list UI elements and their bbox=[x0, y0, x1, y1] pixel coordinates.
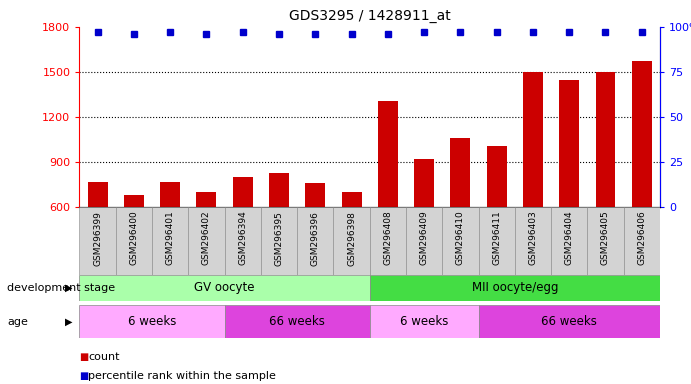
Bar bbox=[414, 159, 434, 207]
Bar bbox=[451, 138, 471, 207]
Bar bbox=[269, 173, 289, 207]
Bar bbox=[551, 207, 587, 275]
Bar bbox=[305, 183, 325, 207]
Bar bbox=[478, 207, 515, 275]
Text: ■: ■ bbox=[79, 371, 88, 381]
Text: GSM296399: GSM296399 bbox=[93, 211, 102, 266]
Bar bbox=[486, 146, 507, 207]
Text: age: age bbox=[7, 316, 28, 327]
Bar bbox=[370, 305, 478, 338]
Bar bbox=[225, 207, 261, 275]
Bar bbox=[152, 207, 188, 275]
Text: GSM296398: GSM296398 bbox=[347, 211, 356, 266]
Text: GSM296401: GSM296401 bbox=[166, 211, 175, 265]
Text: GSM296394: GSM296394 bbox=[238, 211, 247, 265]
Bar bbox=[442, 207, 478, 275]
Bar bbox=[378, 101, 398, 207]
Text: 6 weeks: 6 weeks bbox=[400, 315, 448, 328]
Text: GV oocyte: GV oocyte bbox=[194, 281, 255, 295]
Bar bbox=[233, 177, 253, 207]
Bar bbox=[124, 195, 144, 207]
Bar bbox=[196, 192, 216, 207]
Text: GSM296403: GSM296403 bbox=[529, 211, 538, 265]
Bar bbox=[79, 207, 116, 275]
Bar bbox=[406, 207, 442, 275]
Text: GSM296410: GSM296410 bbox=[456, 211, 465, 265]
Bar bbox=[523, 72, 543, 207]
Text: GSM296402: GSM296402 bbox=[202, 211, 211, 265]
Text: GSM296395: GSM296395 bbox=[274, 211, 283, 266]
Text: GSM296400: GSM296400 bbox=[129, 211, 138, 265]
Bar bbox=[225, 305, 370, 338]
Text: percentile rank within the sample: percentile rank within the sample bbox=[88, 371, 276, 381]
Bar bbox=[261, 207, 297, 275]
Bar bbox=[297, 207, 333, 275]
Text: 66 weeks: 66 weeks bbox=[541, 315, 597, 328]
Title: GDS3295 / 1428911_at: GDS3295 / 1428911_at bbox=[289, 9, 451, 23]
Text: GSM296396: GSM296396 bbox=[311, 211, 320, 266]
Bar bbox=[370, 275, 660, 301]
Bar bbox=[188, 207, 225, 275]
Text: 66 weeks: 66 weeks bbox=[269, 315, 325, 328]
Bar bbox=[116, 207, 152, 275]
Text: ■: ■ bbox=[79, 352, 88, 362]
Bar bbox=[623, 207, 660, 275]
Text: GSM296409: GSM296409 bbox=[419, 211, 428, 265]
Bar bbox=[333, 207, 370, 275]
Bar bbox=[478, 305, 660, 338]
Bar bbox=[341, 192, 361, 207]
Text: GSM296405: GSM296405 bbox=[601, 211, 610, 265]
Text: MII oocyte/egg: MII oocyte/egg bbox=[471, 281, 558, 295]
Bar bbox=[370, 207, 406, 275]
Text: development stage: development stage bbox=[7, 283, 115, 293]
Text: ▶: ▶ bbox=[65, 283, 73, 293]
Bar bbox=[632, 61, 652, 207]
Text: 6 weeks: 6 weeks bbox=[128, 315, 176, 328]
Bar bbox=[79, 275, 370, 301]
Bar bbox=[160, 182, 180, 207]
Text: GSM296411: GSM296411 bbox=[492, 211, 501, 265]
Bar bbox=[587, 207, 623, 275]
Bar bbox=[559, 79, 579, 207]
Text: GSM296408: GSM296408 bbox=[384, 211, 392, 265]
Text: count: count bbox=[88, 352, 120, 362]
Bar bbox=[596, 72, 616, 207]
Bar bbox=[515, 207, 551, 275]
Text: GSM296406: GSM296406 bbox=[637, 211, 646, 265]
Text: ▶: ▶ bbox=[65, 316, 73, 327]
Bar bbox=[88, 182, 108, 207]
Text: GSM296404: GSM296404 bbox=[565, 211, 574, 265]
Bar bbox=[79, 305, 225, 338]
